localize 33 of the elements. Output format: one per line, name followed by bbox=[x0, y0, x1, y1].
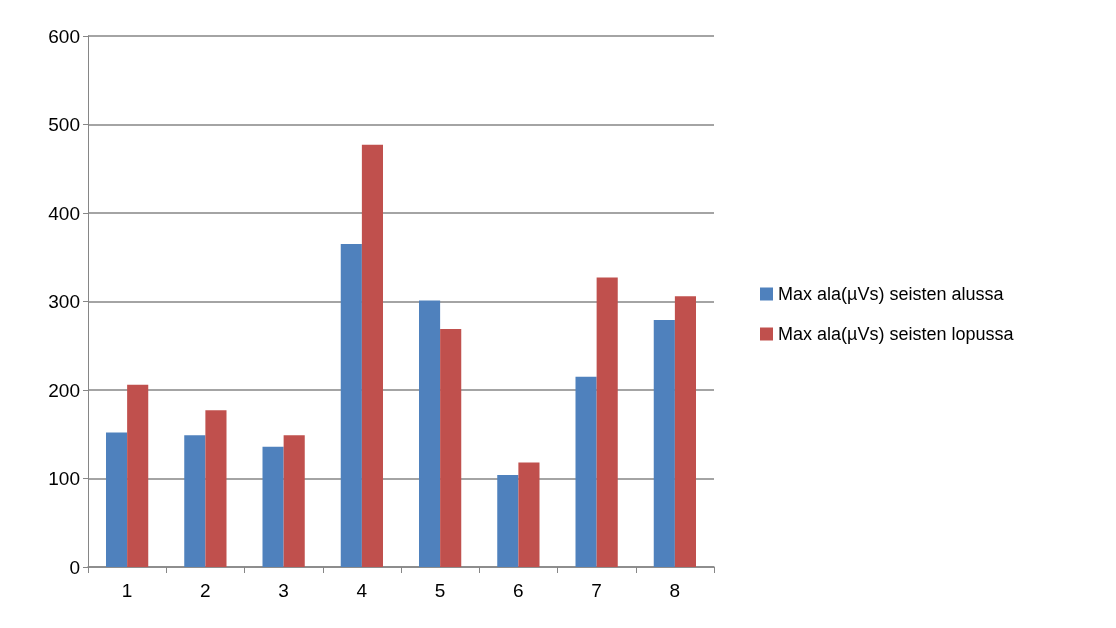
bar bbox=[184, 435, 206, 567]
legend-label: Max ala(µVs) seisten alussa bbox=[778, 284, 1005, 304]
x-tick-label: 2 bbox=[200, 580, 211, 601]
bar bbox=[361, 144, 383, 567]
bar bbox=[127, 384, 149, 567]
y-tick-label: 0 bbox=[69, 556, 80, 578]
bar bbox=[653, 320, 675, 567]
bar bbox=[205, 410, 227, 567]
bar bbox=[262, 446, 284, 567]
y-tick-label: 100 bbox=[48, 468, 80, 489]
x-tick-label: 8 bbox=[669, 580, 681, 601]
x-tick-label: 1 bbox=[121, 580, 133, 601]
bar bbox=[674, 296, 696, 567]
bar bbox=[283, 435, 305, 567]
y-tick-label: 600 bbox=[48, 25, 80, 47]
bar bbox=[419, 300, 441, 567]
x-tick-label: 4 bbox=[356, 580, 368, 601]
x-tick-label: 6 bbox=[513, 580, 524, 601]
y-tick-label: 400 bbox=[48, 202, 80, 224]
x-tick-label: 7 bbox=[591, 580, 602, 601]
y-tick-label: 200 bbox=[48, 379, 80, 401]
y-tick-label: 500 bbox=[48, 114, 80, 135]
x-tick-label: 3 bbox=[278, 580, 289, 601]
bar bbox=[575, 376, 597, 567]
bar bbox=[106, 432, 128, 567]
bar bbox=[440, 328, 462, 567]
x-tick-label: 5 bbox=[434, 580, 446, 601]
bar bbox=[518, 462, 540, 567]
y-tick-label: 300 bbox=[48, 291, 80, 312]
bar bbox=[596, 277, 618, 567]
bar bbox=[497, 474, 519, 567]
legend-label: Max ala(µVs) seisten lopussa bbox=[778, 324, 1015, 344]
bar bbox=[340, 243, 362, 567]
